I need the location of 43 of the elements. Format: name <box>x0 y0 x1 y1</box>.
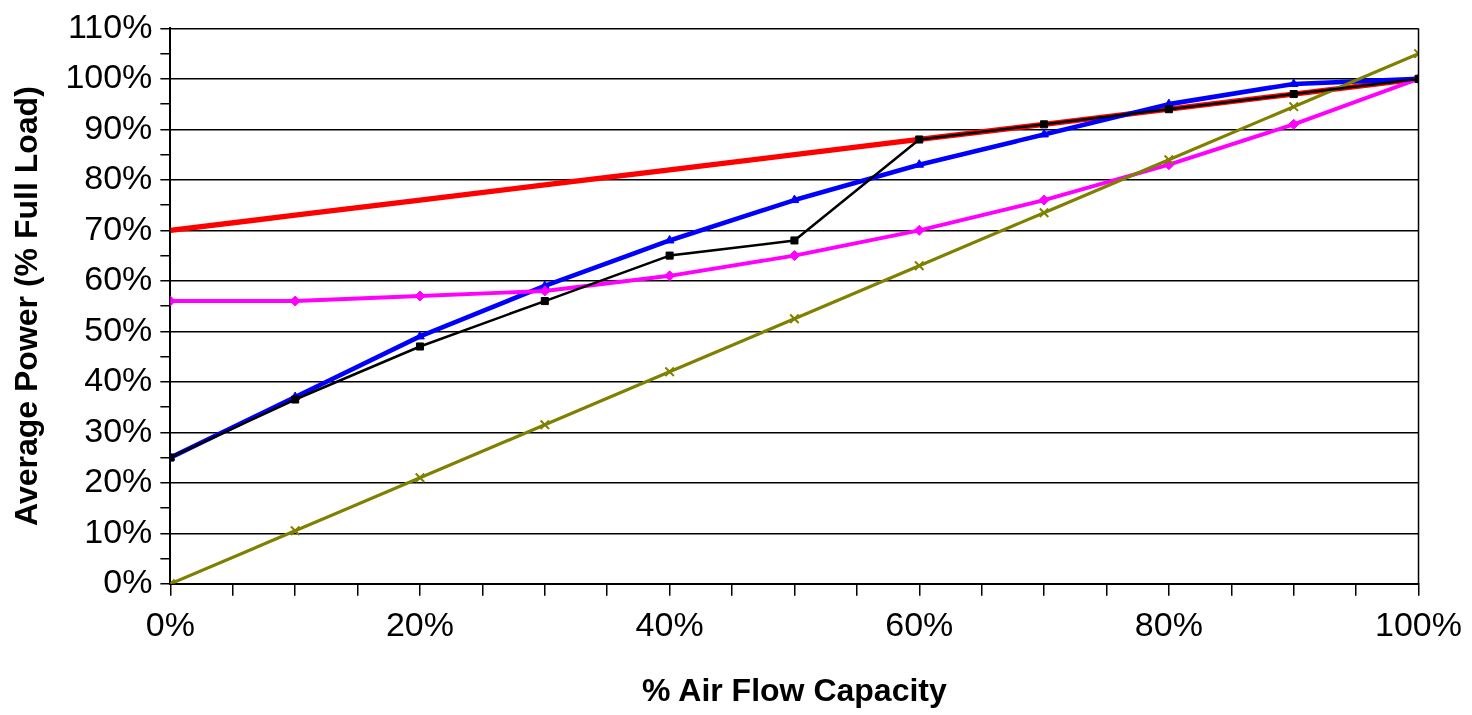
y-tick-label: 110% <box>67 6 153 45</box>
y-axis-title: Average Power (% Full Load) <box>8 86 45 526</box>
point <box>1039 128 1049 138</box>
y-tick-label: 80% <box>84 158 153 197</box>
point <box>1040 120 1049 129</box>
x-tick-label: 0% <box>145 604 195 643</box>
point <box>415 342 425 351</box>
y-tick-label: 20% <box>84 461 153 500</box>
point <box>1164 105 1173 114</box>
y-tick-label: 90% <box>84 107 153 146</box>
point <box>1038 207 1050 218</box>
point <box>789 313 800 324</box>
point <box>790 236 799 245</box>
y-tick-label: 0% <box>103 562 153 601</box>
point <box>1038 194 1050 206</box>
point <box>1289 90 1298 99</box>
point <box>540 297 549 306</box>
x-tick-label: 60% <box>885 604 954 643</box>
point <box>1288 118 1300 130</box>
point <box>289 525 301 537</box>
y-tick-label: 50% <box>84 309 153 348</box>
y-tick-label: 30% <box>84 410 153 449</box>
x-tick-label: 40% <box>635 604 704 643</box>
point <box>913 224 925 236</box>
point <box>1288 78 1299 87</box>
point <box>914 260 925 271</box>
point <box>1163 154 1175 165</box>
x-tick-label: 100% <box>1375 604 1462 643</box>
point <box>414 472 426 484</box>
y-tick-label: 10% <box>84 511 153 550</box>
point <box>291 395 300 404</box>
y-tick-label: 60% <box>84 259 153 298</box>
y-tick-label: 100% <box>65 57 153 96</box>
y-tick-label: 70% <box>84 208 153 247</box>
point <box>539 419 551 430</box>
point <box>915 135 924 144</box>
x-tick-label: 80% <box>1134 604 1203 643</box>
y-tick-label: 40% <box>84 360 153 399</box>
x-axis-title: % Air Flow Capacity <box>642 671 947 708</box>
point <box>1288 101 1299 112</box>
x-tick-label: 20% <box>385 604 455 643</box>
point <box>665 251 674 260</box>
point <box>664 366 675 377</box>
